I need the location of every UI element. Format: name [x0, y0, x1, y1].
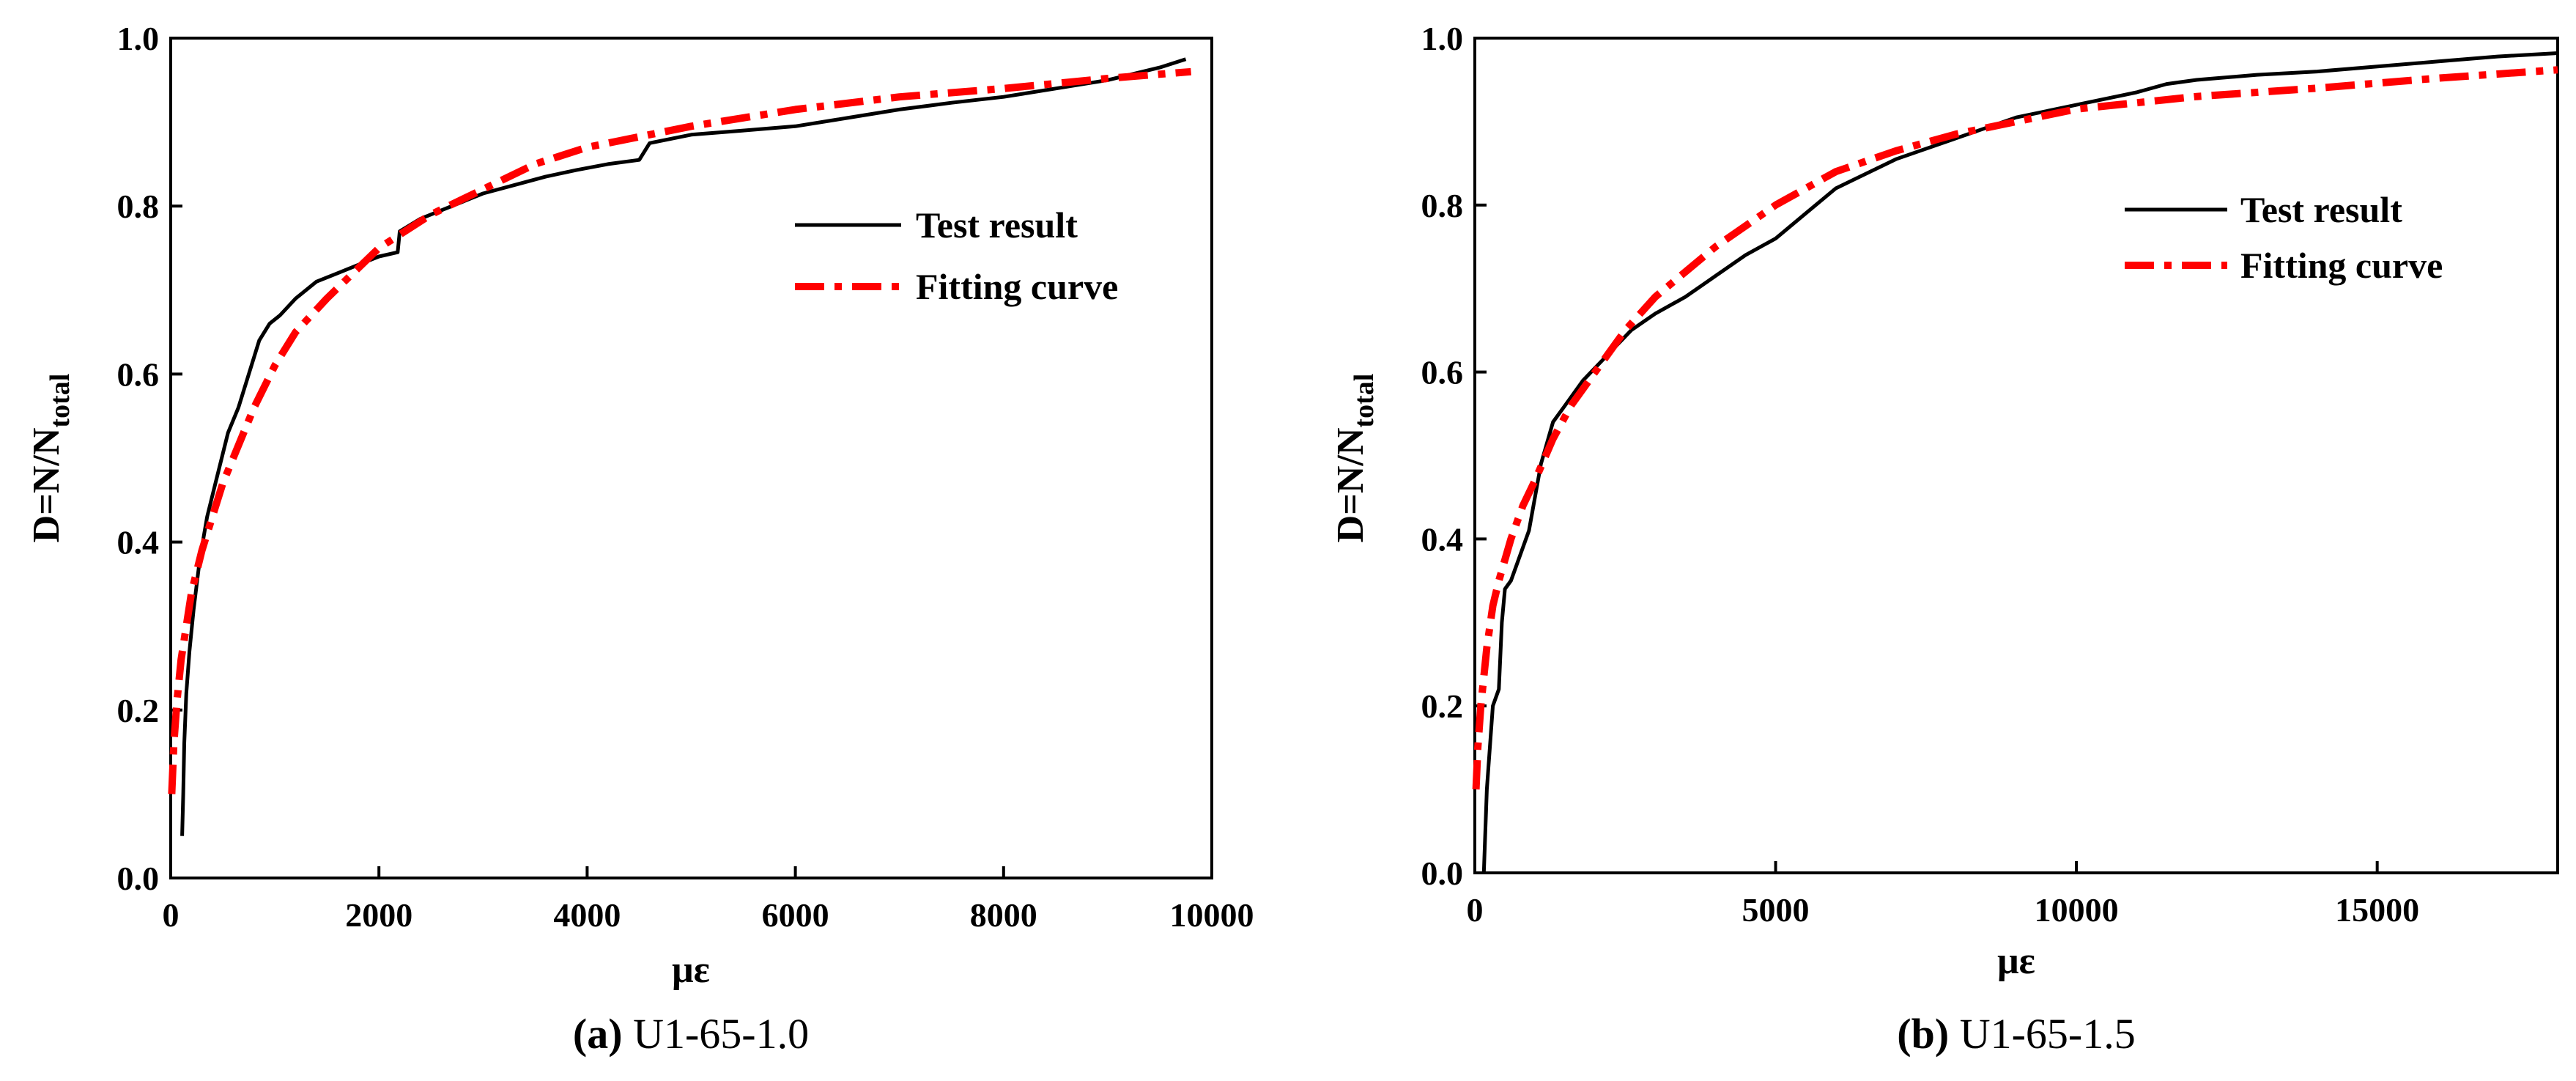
chart-b-series-fitting-curve: [1472, 66, 2558, 790]
chart-a-caption-letter: (a): [573, 1010, 623, 1058]
chart-a-caption: (a) U1-65-1.0: [573, 1010, 809, 1058]
chart-b-y-tick-label-0-0: 0.0: [1421, 855, 1464, 892]
chart-b-y-tick-label-0-4: 0.4: [1421, 520, 1464, 558]
chart-a-y-tick-label-0-2: 0.2: [117, 692, 160, 729]
chart-a-plot-area: [169, 37, 1213, 879]
chart-a-y-tick-label-1-0: 1.0: [117, 20, 160, 57]
chart-a-y-axis-label: D=N/Ntotal: [26, 374, 75, 543]
chart-a-x-tick-label-10000: 10000: [1170, 896, 1254, 934]
chart-b-x-tick-label-5000: 5000: [1742, 891, 1810, 929]
chart-b-x-axis-label: με: [1997, 940, 2035, 982]
chart-b-x-tick-label-15000: 15000: [2335, 891, 2419, 929]
chart-b-legend-label-fitting-curve: Fitting curve: [2240, 245, 2443, 286]
chart-a-y-axis-label-main: D=N/N: [26, 428, 67, 543]
chart-b-y-axis-label: D=N/Ntotal: [1330, 374, 1380, 543]
chart-a-legend: Test result Fitting curve: [795, 204, 1118, 307]
chart-b-legend-label-test-result: Test result: [2240, 189, 2402, 230]
chart-a-series: [168, 57, 1192, 836]
chart-a-ticks: 0 2000 4000 6000 8000 10000 0.0 0.2 0.4 0.6 0.8 1.0: [117, 20, 1254, 934]
chart-a-legend-label-fitting-curve: Fitting curve: [916, 266, 1118, 307]
chart-b-caption: (b) U1-65-1.5: [1897, 1010, 2135, 1058]
chart-a-y-axis-label-sub: total: [45, 374, 75, 428]
chart-a-y-tick-label-0-0: 0.0: [117, 860, 160, 897]
chart-b: 0 5000 10000 15000 0.0 0.2 0.4 0.6 0.8 1.0 με D=N…: [1330, 20, 2559, 1058]
chart-a-y-tick-label-0-6: 0.6: [117, 355, 160, 393]
chart-a-x-tick-label-4000: 4000: [553, 896, 621, 934]
chart-b-y-axis-label-main: D=N/N: [1330, 428, 1372, 543]
chart-b-caption-letter: (b): [1897, 1010, 1949, 1058]
chart-a-caption-text: U1-65-1.0: [623, 1010, 810, 1058]
chart-a: 0 2000 4000 6000 8000 10000 0.0 0.2 0.4 0.6 0.8 1.0…: [26, 20, 1254, 1058]
chart-a-y-tick-label-0-4: 0.4: [117, 524, 160, 561]
chart-a-x-axis-label: με: [672, 949, 710, 991]
chart-b-y-tick-label-0-2: 0.2: [1421, 687, 1464, 725]
chart-b-y-axis-label-sub: total: [1349, 374, 1380, 428]
chart-b-series-test-result: [1481, 51, 2558, 874]
chart-b-x-tick-label-10000: 10000: [2035, 891, 2119, 929]
chart-a-series-fitting-curve: [168, 67, 1192, 794]
chart-a-legend-label-test-result: Test result: [916, 204, 1078, 246]
chart-a-series-test-result: [180, 57, 1187, 836]
chart-b-y-tick-label-0-8: 0.8: [1421, 187, 1464, 224]
chart-a-x-tick-label-2000: 2000: [345, 896, 412, 934]
chart-b-caption-text: U1-65-1.5: [1949, 1010, 2136, 1058]
chart-b-series: [1472, 51, 2558, 874]
chart-b-ticks: 0 5000 10000 15000 0.0 0.2 0.4 0.6 0.8 1.0: [1421, 20, 2420, 929]
chart-b-x-tick-label-0: 0: [1467, 891, 1484, 929]
chart-a-x-tick-label-6000: 6000: [762, 896, 829, 934]
chart-b-plot-area: [1473, 37, 2559, 874]
chart-b-legend: Test result Fitting curve: [2125, 189, 2443, 286]
chart-a-x-tick-label-8000: 8000: [970, 896, 1037, 934]
chart-b-y-tick-label-1-0: 1.0: [1421, 20, 1464, 57]
chart-b-y-tick-label-0-6: 0.6: [1421, 354, 1464, 391]
chart-a-y-tick-label-0-8: 0.8: [117, 188, 160, 225]
chart-a-x-tick-label-0: 0: [163, 896, 179, 934]
